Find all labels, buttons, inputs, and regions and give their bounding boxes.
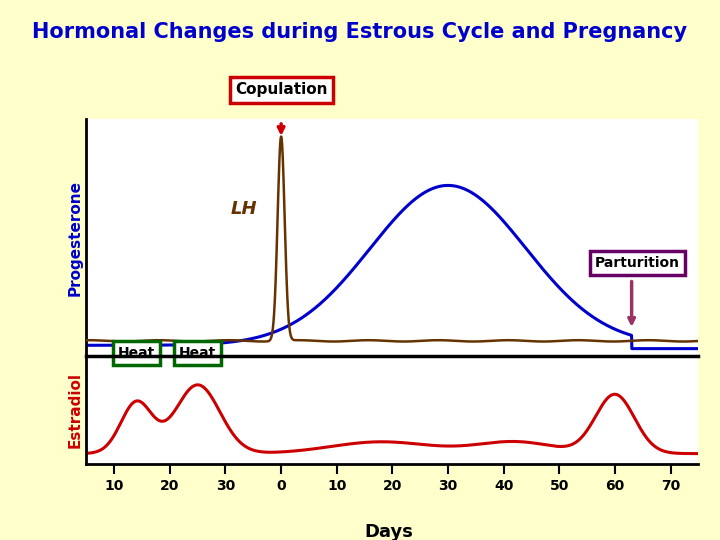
- Y-axis label: Progesterone: Progesterone: [67, 180, 82, 295]
- Text: Heat: Heat: [179, 346, 216, 360]
- Text: Days: Days: [364, 523, 413, 540]
- Text: Heat: Heat: [118, 346, 155, 360]
- Text: LH: LH: [231, 200, 258, 218]
- Text: Parturition: Parturition: [595, 256, 680, 270]
- Text: Hormonal Changes during Estrous Cycle and Pregnancy: Hormonal Changes during Estrous Cycle an…: [32, 22, 688, 42]
- Text: Copulation: Copulation: [235, 82, 328, 97]
- Y-axis label: Estradiol: Estradiol: [67, 373, 82, 448]
